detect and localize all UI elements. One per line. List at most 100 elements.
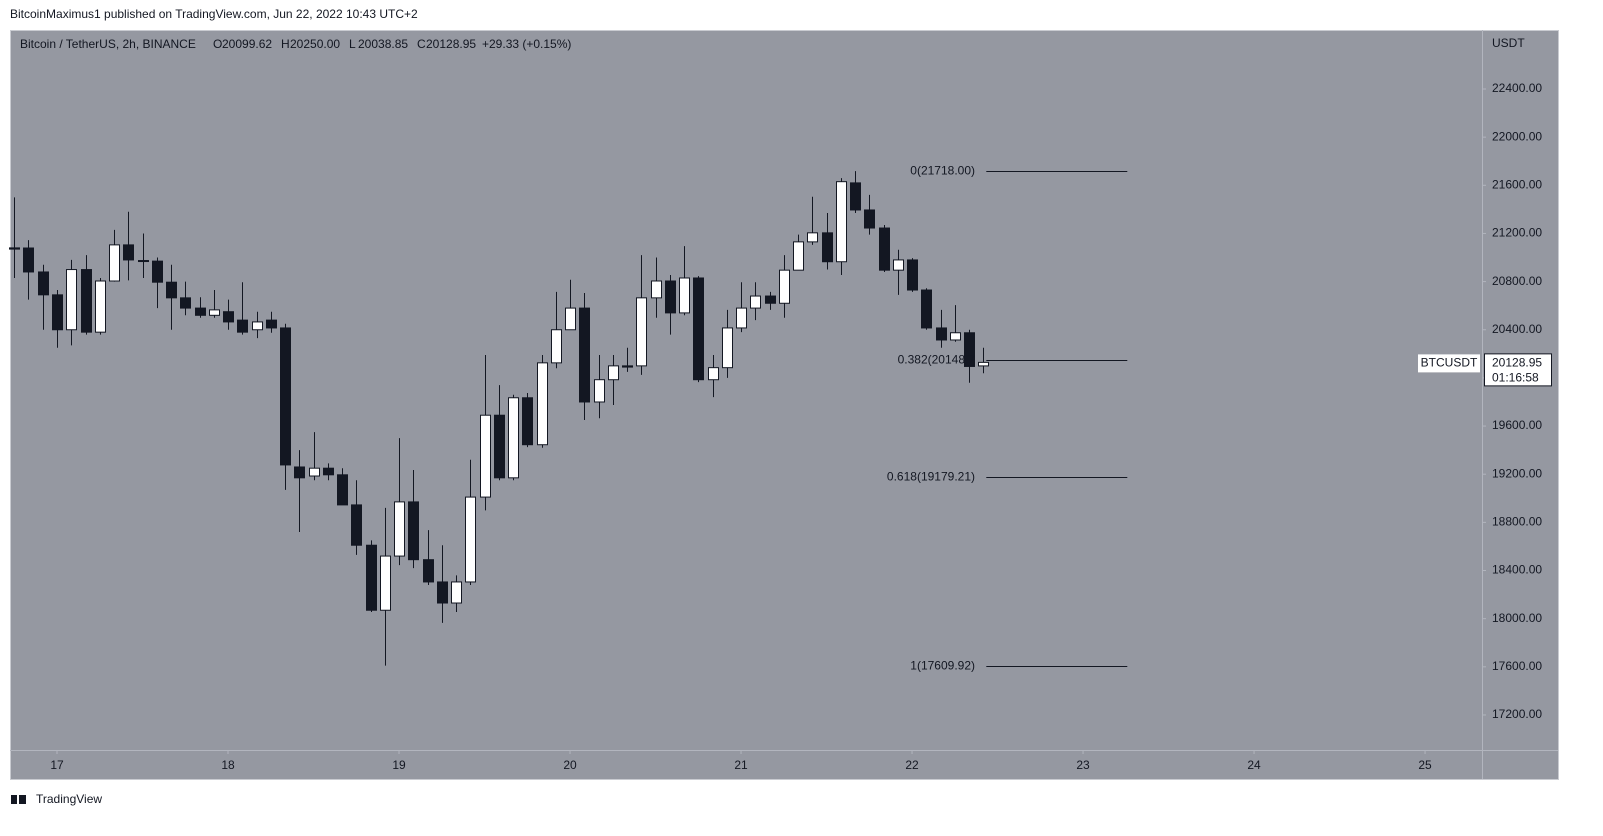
ohlc-label: H xyxy=(281,37,290,51)
candle-body xyxy=(437,581,448,604)
brand-name: TradingView xyxy=(36,792,102,806)
candle-body xyxy=(66,269,77,331)
candle-body xyxy=(622,365,633,368)
y-tick-label: 19200.00 xyxy=(1492,466,1542,480)
candle-body xyxy=(252,321,263,331)
fib-level-label: 0.382(20148.7 xyxy=(898,353,976,367)
candle-body xyxy=(864,209,875,229)
candle-body xyxy=(793,241,804,271)
last-price-label: 20128.95 xyxy=(1492,356,1542,370)
candle-body xyxy=(123,244,134,261)
candle-body xyxy=(765,295,776,304)
candle-body xyxy=(465,496,476,583)
candle-body xyxy=(551,329,562,364)
symbol-tag xyxy=(1418,354,1480,373)
fib-level-label: 1(17609.92) xyxy=(910,659,975,673)
logo-part xyxy=(11,795,17,804)
ohlc-label: C xyxy=(417,37,426,51)
candle-body xyxy=(893,259,904,271)
y-tick-label: 18400.00 xyxy=(1492,563,1542,577)
fib-level-label: 0(21718.00) xyxy=(910,164,975,178)
y-tick-label: 17600.00 xyxy=(1492,659,1542,673)
candle-body xyxy=(380,555,391,611)
y-tick-label: 18000.00 xyxy=(1492,611,1542,625)
x-tick-label: 23 xyxy=(1076,758,1090,772)
candle-body xyxy=(565,307,576,331)
candle-body xyxy=(879,227,890,271)
ohlc-value: 20038.85 xyxy=(358,37,408,51)
candle-body xyxy=(280,327,291,466)
candle-body xyxy=(708,367,719,381)
candle-body xyxy=(95,280,106,333)
candle-body xyxy=(52,294,63,331)
y-tick-label: 17200.00 xyxy=(1492,707,1542,721)
candle-body xyxy=(978,361,989,367)
candle-body xyxy=(166,281,177,299)
legend-header: Bitcoin / TetherUS, 2h, BINANCE O 20099.62… xyxy=(20,37,571,51)
x-tick-label: 20 xyxy=(563,758,577,772)
candle-body xyxy=(750,295,761,309)
y-tick-label: 21600.00 xyxy=(1492,177,1542,191)
candle-body xyxy=(537,362,548,446)
x-tick-label: 19 xyxy=(392,758,406,772)
symbol-tag-text: BTCUSDT xyxy=(1421,356,1478,370)
candle-body xyxy=(822,232,833,263)
x-tick-label: 22 xyxy=(905,758,919,772)
candle-body xyxy=(152,260,163,283)
candle-body xyxy=(807,232,818,243)
y-tick-label: 18800.00 xyxy=(1492,515,1542,529)
candle-body xyxy=(693,277,704,381)
candle-body xyxy=(950,332,961,341)
candle-body xyxy=(651,280,662,299)
candle-body xyxy=(964,332,975,367)
candle-body xyxy=(451,581,462,604)
published-line: BitcoinMaximus1 published on TradingView… xyxy=(10,7,418,21)
candle-body xyxy=(408,501,419,561)
last-price-box xyxy=(1484,353,1552,387)
candle-body xyxy=(294,466,305,479)
brand: TradingView xyxy=(11,792,102,806)
candle-body xyxy=(480,414,491,498)
candle-body xyxy=(309,467,320,477)
candle-body xyxy=(138,260,149,263)
candle-body xyxy=(394,501,405,557)
candle-body xyxy=(665,280,676,314)
candle-body xyxy=(508,397,519,479)
candle-body xyxy=(936,327,947,341)
y-tick-label: 22400.00 xyxy=(1492,81,1542,95)
ohlc-label: O xyxy=(213,37,222,51)
candle-body xyxy=(23,247,34,273)
countdown: 01:16:58 xyxy=(1492,371,1539,385)
candle-body xyxy=(209,309,220,316)
candle-body xyxy=(223,311,234,323)
candle-body xyxy=(9,247,20,250)
y-tick-label: 21200.00 xyxy=(1492,226,1542,240)
candle-body xyxy=(109,244,120,282)
candle-body xyxy=(779,269,790,304)
candle-body xyxy=(81,269,92,333)
candle-body xyxy=(237,319,248,333)
ohlc-value: 20128.95 xyxy=(426,37,476,51)
y-tick-label: 20400.00 xyxy=(1492,322,1542,336)
change: +29.33 (+0.15%) xyxy=(482,37,571,51)
candle-body xyxy=(522,397,533,446)
candle-body xyxy=(722,327,733,369)
candle-body xyxy=(195,307,206,316)
candle-body xyxy=(736,307,747,329)
candle-body xyxy=(594,379,605,403)
candle-body xyxy=(836,181,847,263)
candle-body xyxy=(608,365,619,381)
ohlc-label: L xyxy=(349,37,356,51)
candle-body xyxy=(636,297,647,367)
candle-body xyxy=(907,259,918,291)
x-tick-label: 25 xyxy=(1418,758,1432,772)
chart-frame xyxy=(10,30,1559,780)
candle-body xyxy=(180,297,191,309)
symbol-title: Bitcoin / TetherUS, 2h, BINANCE xyxy=(20,37,196,51)
x-tick-label: 17 xyxy=(50,758,64,772)
y-tick-label: 22000.00 xyxy=(1492,129,1542,143)
candle-body xyxy=(337,474,348,506)
candle-body xyxy=(679,277,690,314)
candle-body xyxy=(366,544,377,611)
